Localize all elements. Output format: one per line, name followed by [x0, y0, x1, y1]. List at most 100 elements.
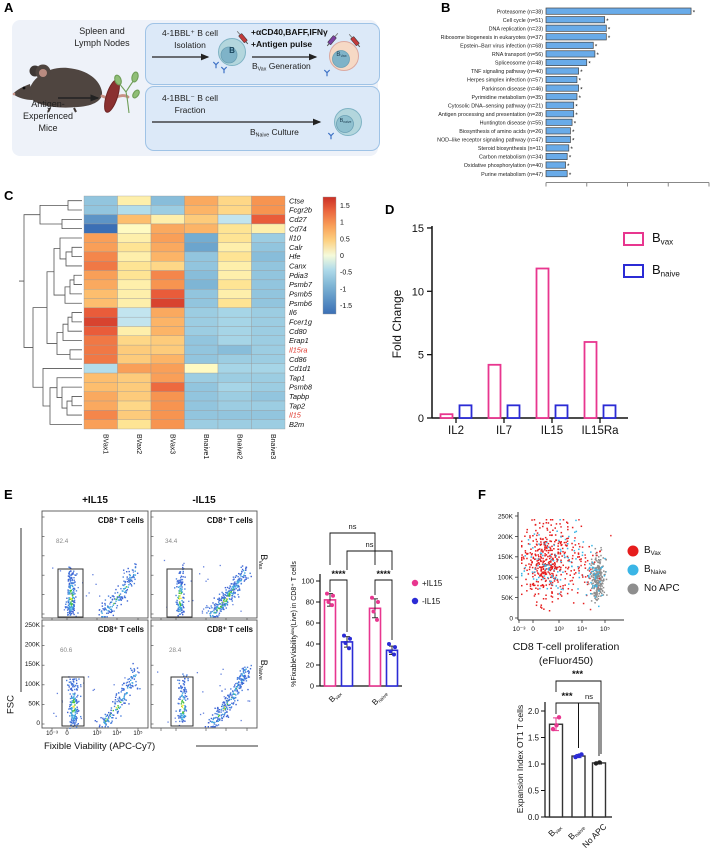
- f-scatter-dot: [596, 579, 599, 582]
- f-scatter-dot: [578, 570, 580, 572]
- f-scatter-dot: [605, 559, 607, 561]
- sig-label: ns: [366, 540, 374, 549]
- f-scatter-dot: [560, 566, 562, 569]
- flow-dot: [215, 724, 217, 726]
- f-scatter-dot: [535, 529, 537, 532]
- flow-dot: [135, 674, 137, 676]
- flow-dot: [221, 604, 224, 606]
- flow-dot: [223, 702, 226, 704]
- flow-dot: [73, 707, 75, 709]
- flow-dot: [231, 595, 234, 597]
- f-scatter-dot: [586, 581, 588, 583]
- f-scatter-dot: [594, 594, 597, 596]
- flow-dot: [234, 592, 236, 595]
- flow-dot: [184, 686, 186, 689]
- d-x-category-label: IL7: [496, 425, 512, 437]
- flow-dot: [75, 702, 78, 704]
- flow-dot: [224, 709, 227, 711]
- gene-label: Pdia3: [289, 271, 309, 280]
- colorbar-tick-label: 0.5: [340, 236, 350, 243]
- flow-dot: [121, 590, 124, 592]
- flow-dot: [136, 572, 139, 575]
- f-scatter-dot: [551, 601, 554, 603]
- flow-dot: [181, 686, 184, 689]
- f-scatter-dot: [595, 552, 597, 555]
- f-scatter-dot: [539, 527, 541, 529]
- pathway-label: Biosynthesis of amino acids (n=26): [459, 129, 543, 135]
- flow-dot: [112, 604, 115, 606]
- heatmap-cell: [150, 419, 185, 430]
- f-y-tick-label: 150K: [498, 554, 514, 561]
- flow-dot: [117, 698, 119, 700]
- flow-dot: [181, 609, 183, 612]
- flow-dot: [120, 691, 122, 693]
- f-scatter-dot: [544, 544, 547, 546]
- f-scatter-dot: [599, 586, 602, 588]
- mouse-nose: [12, 92, 16, 96]
- f-scatter-dot: [584, 557, 587, 559]
- significance-asterisk: *: [569, 172, 572, 179]
- flow-dot: [112, 717, 114, 719]
- heatmap-cell: [150, 205, 185, 215]
- flow-dot: [180, 590, 182, 592]
- flow-dot: [102, 718, 104, 720]
- flow-plot-title: CD8⁺ T cells: [207, 625, 254, 634]
- flow-dot: [179, 572, 181, 574]
- colorbar-tick-label: 0: [340, 253, 344, 260]
- flow-dot: [201, 612, 204, 614]
- heatmap-cell: [83, 344, 118, 355]
- flow-dot: [76, 706, 78, 708]
- flow-dot: [80, 717, 83, 720]
- flow-dot: [179, 595, 181, 597]
- f-scatter-dot: [532, 584, 535, 587]
- flow-dot: [134, 563, 136, 565]
- f-scatter-dot: [534, 571, 536, 573]
- flow-dot: [182, 673, 184, 675]
- flow-dot: [223, 696, 225, 698]
- flow-dot: [99, 609, 101, 611]
- flow-dot: [211, 714, 214, 716]
- heatmap-cell: [184, 316, 219, 327]
- heatmap-cell: [217, 223, 252, 234]
- fbar-bar: [571, 755, 586, 818]
- bvax-cell-nucleus: [332, 50, 350, 68]
- flow-dot: [128, 681, 131, 683]
- flow-dot: [177, 608, 179, 611]
- f-scatter-dot: [543, 577, 546, 580]
- flow-dot: [70, 591, 72, 593]
- f-scatter-dot: [591, 579, 594, 582]
- f-scatter-dot: [569, 580, 572, 582]
- flow-dot: [68, 593, 71, 595]
- flow-dot: [177, 586, 180, 588]
- flow-dot: [178, 608, 181, 611]
- ebar-data-point: [392, 652, 396, 657]
- flow-dot: [209, 720, 212, 722]
- flow-dot: [179, 716, 182, 718]
- flow-dot: [247, 700, 249, 702]
- f-scatter-dot: [537, 584, 539, 587]
- stimulus-line1: +αCD40,BAFF,IFNγ: [251, 27, 328, 37]
- pathway-label: Herpes simplex infection (n=57): [467, 78, 543, 84]
- flow-dot: [232, 585, 234, 588]
- flow-dot: [75, 711, 77, 713]
- f-scatter-dot: [542, 576, 544, 579]
- flow-dot: [128, 703, 130, 705]
- flow-dot: [184, 704, 186, 707]
- f-scatter-dot: [591, 587, 593, 590]
- f-bar-y-axis-label: Expansion Index OT1 T cells: [515, 704, 525, 814]
- f-scatter-dot: [590, 558, 593, 561]
- flow-dot: [238, 581, 240, 583]
- flow-dot: [74, 601, 76, 604]
- flow-dot: [208, 607, 211, 609]
- f-scatter-dot: [530, 548, 532, 550]
- f-scatter-dot: [558, 565, 561, 568]
- f-scatter-dot: [563, 541, 566, 544]
- flow-dot: [115, 600, 117, 602]
- flow-dot: [178, 717, 180, 719]
- flow-dot: [223, 608, 225, 611]
- f-scatter-dot: [577, 567, 580, 570]
- pathway-label: TNF signaling pathway (n=40): [471, 69, 543, 75]
- f-scatter-dot: [580, 560, 582, 563]
- f-scatter-dot: [544, 555, 546, 557]
